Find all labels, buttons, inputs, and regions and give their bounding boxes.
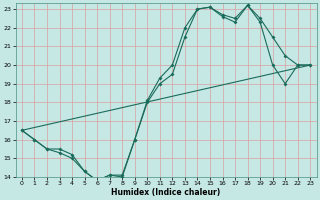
X-axis label: Humidex (Indice chaleur): Humidex (Indice chaleur) (111, 188, 221, 197)
